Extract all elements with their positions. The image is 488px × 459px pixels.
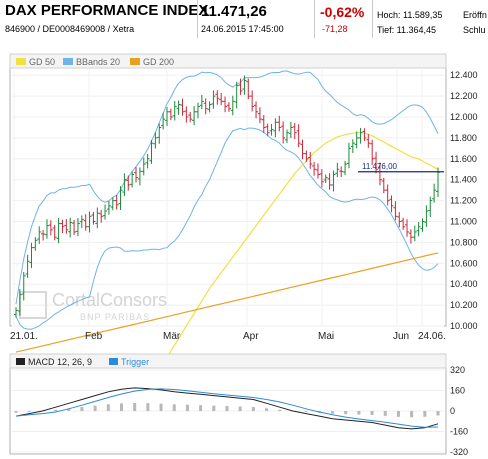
bbands-legend: BBands 20 [76,57,120,67]
macd-histogram-bar [225,406,229,411]
change-absolute: -71,28 [322,24,348,34]
watermark-line2: BNP PARIBAS [80,312,150,322]
trigger-line [15,388,439,428]
y-tick-label: 10.200 [450,300,478,310]
x-tick-label: 24.06. [418,331,446,342]
x-tick-label: Mär [163,331,181,342]
macd-histogram-bar [344,411,348,415]
macd-histogram-bar [370,411,374,416]
macd-y-tick-label: -320 [450,447,468,457]
y-tick-label: 11.600 [450,154,477,164]
gd200-line [15,252,439,353]
gd200-swatch [130,58,140,65]
macd-histogram-bar [331,411,334,414]
y-tick-label: 10.600 [450,258,478,268]
gd50-line [166,132,439,358]
macd-histogram-bar [212,405,216,411]
macd-y-tick-label: 160 [450,386,465,396]
y-tick-label: 11.000 [450,217,477,227]
macd-histogram-bar [172,404,176,411]
macd-histogram-bar [265,408,269,411]
macd-histogram-bar [396,411,400,417]
change-percent: -0,62% [320,4,365,20]
y-tick-label: 10.400 [450,279,478,289]
macd-histogram-bar [251,406,255,411]
macd-y-tick-label: -160 [450,427,468,437]
gd50-swatch [16,58,26,65]
trigger-swatch [109,358,118,365]
x-tick-label: Feb [85,331,103,342]
close-label: Schlu [463,25,486,35]
low-label: Tief: 11.364,45 [377,25,437,35]
macd-histogram-bar [54,409,58,411]
macd-line [15,387,439,430]
x-tick-label: Jun [393,331,409,342]
y-tick-label: 11.400 [450,175,477,185]
bbands-swatch [63,58,73,65]
macd-histogram-bar [27,411,31,412]
macd-histogram-bar [304,411,308,412]
macd-histogram-bar [436,411,440,416]
macd-histogram-bar [133,402,137,411]
macd-histogram-bar [120,403,123,411]
y-tick-label: 10.800 [450,237,478,247]
macd-histogram-bar [146,403,150,411]
index-subtitle: 846900 / DE0008469008 / Xetra [5,24,135,34]
x-tick-label: Mai [318,331,334,342]
macd-histogram-bar [14,411,18,413]
macd-y-tick-label: 320 [450,365,465,375]
macd-histogram-bar [106,404,110,411]
index-title: DAX PERFORMANCE INDEX [5,2,209,19]
macd-swatch [16,358,25,365]
macd-histogram-bar [238,406,242,411]
bband-lower-line [15,127,439,330]
macd-histogram-bar [159,403,163,411]
main-chart-frame [9,53,447,327]
bband-upper-line [15,70,439,305]
y-tick-label: 12.400 [450,70,478,80]
y-tick-label: 11.800 [450,133,477,143]
x-tick-label: Apr [243,331,259,342]
macd-histogram-bar [278,409,282,411]
macd-legend-bar [9,353,447,369]
macd-histogram-bar [357,411,361,415]
macd-y-tick-label: 0 [450,406,455,416]
watermark-line1: CortalConsors [52,290,167,310]
y-tick-label: 10.000 [450,321,478,331]
open-label: Eröffn [463,10,487,20]
price-value: 11.471,26 [201,3,267,20]
macd-histogram-bar [383,411,387,416]
legend-bar [9,53,447,69]
high-label: Hoch: 11.589,35 [377,10,443,20]
gd50-legend: GD 50 [29,57,55,67]
macd-histogram-bar [67,408,71,411]
trigger-legend: Trigger [121,357,149,367]
macd-histogram-bar [185,404,189,411]
x-tick-label: 21.01. [10,331,38,342]
y-tick-label: 12.200 [450,91,478,101]
macd-legend: MACD 12, 26, 9 [28,357,92,367]
gd200-legend: GD 200 [143,57,174,67]
y-tick-label: 12.000 [450,112,478,122]
macd-histogram-bar [423,411,427,417]
macd-histogram-bar [93,405,97,411]
y-tick-label: 11.200 [450,196,477,206]
price-marker-label: 11.476,00 [362,162,398,171]
macd-histogram-bar [80,406,84,411]
price-datetime: 24.06.2015 17:45:00 [201,24,284,34]
macd-frame [9,353,447,455]
macd-histogram-bar [199,405,203,411]
macd-histogram-bar [410,411,414,418]
